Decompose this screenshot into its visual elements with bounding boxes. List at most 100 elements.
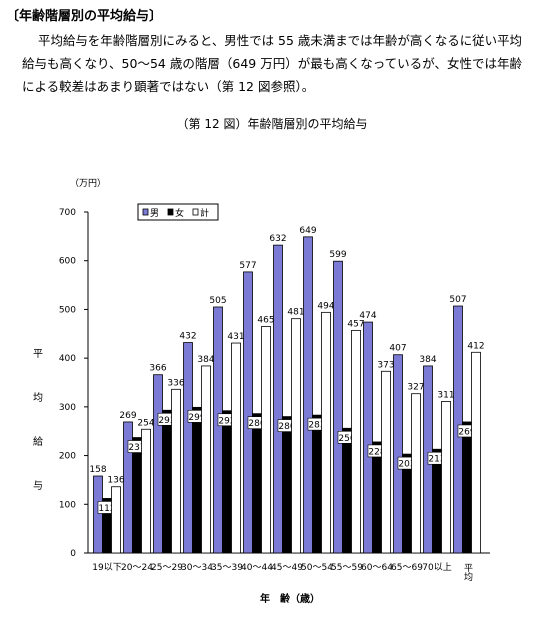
y-tick-label: 0 [70, 549, 76, 559]
value-label: 254 [137, 418, 154, 428]
legend-swatch [167, 208, 174, 216]
value-label: 599 [329, 250, 346, 260]
bar [363, 321, 373, 554]
y-tick-label: 600 [59, 257, 76, 267]
bar [222, 410, 232, 554]
value-label: 505 [209, 296, 226, 306]
bar [432, 448, 442, 554]
bar [111, 486, 121, 554]
value-label: 649 [299, 226, 316, 236]
value-label: 412 [467, 341, 484, 351]
bar [171, 388, 181, 554]
legend-label: 男 [150, 208, 159, 219]
bar [333, 260, 343, 554]
value-label: 269 [119, 411, 136, 421]
bar [411, 393, 421, 554]
x-tick-label: 25～29 [151, 563, 183, 573]
bar [183, 342, 193, 554]
bar [93, 475, 103, 554]
bar [351, 329, 361, 554]
y-tick-label: 400 [59, 354, 76, 364]
bar [312, 414, 322, 554]
bar [243, 271, 253, 554]
value-label: 327 [407, 383, 424, 393]
value-label: 577 [239, 261, 256, 271]
y-tick-label: 300 [59, 403, 76, 413]
value-label: 283 [308, 421, 325, 431]
bar [162, 409, 172, 554]
bar [141, 428, 151, 554]
value-label: 384 [197, 355, 214, 365]
x-tick-label: 19以下 [92, 563, 121, 573]
value-label: 366 [149, 364, 166, 374]
bar [261, 326, 271, 554]
header: 〔年齢階層別の平均給与〕 [6, 8, 162, 24]
bar [252, 413, 262, 554]
x-tick-label: 70以上 [422, 562, 451, 573]
value-label: 292 [218, 416, 235, 426]
value-label: 299 [188, 413, 205, 423]
x-tick-label: 60～64 [361, 563, 393, 573]
bar [381, 370, 391, 554]
bar [321, 311, 331, 554]
value-label: 228 [368, 447, 385, 457]
x-tick-label: 45～49 [271, 563, 303, 573]
value-label: 507 [449, 295, 466, 305]
bar [303, 236, 313, 554]
x-tick-label: 65～69 [391, 563, 423, 573]
value-label: 481 [287, 308, 304, 318]
value-label: 269 [458, 427, 475, 437]
y-axis-label: 平均給与 [31, 348, 43, 524]
chart-title: （第 12 図）年齢階層別の平均給与 [177, 116, 368, 131]
x-tick-label: 20～24 [121, 563, 153, 573]
x-tick-label: 50～54 [301, 563, 333, 573]
value-label: 494 [317, 301, 334, 311]
legend [137, 203, 219, 221]
value-label: 203 [398, 460, 415, 470]
x-tick-label: 平均 [462, 563, 473, 582]
bar [132, 437, 142, 554]
x-tick-label: 30～34 [181, 563, 213, 573]
bar [282, 416, 292, 554]
x-tick-label: 35～39 [211, 563, 243, 573]
legend-swatch [142, 208, 149, 216]
y-tick-label: 200 [59, 452, 76, 462]
value-label: 136 [107, 476, 124, 486]
paragraph-line: 平均給与を年齢階層別にみると、男性では 55 歳未満までは年齢が高くなるに従い平… [38, 33, 522, 48]
value-label: 311 [437, 390, 454, 400]
x-tick-label: 40～44 [241, 563, 273, 573]
bar [393, 354, 403, 554]
value-label: 465 [257, 315, 274, 325]
bar [471, 351, 481, 554]
bar [201, 365, 211, 554]
x-tick-label: 55～59 [331, 563, 363, 573]
bar [441, 401, 451, 554]
legend-swatch [192, 208, 199, 216]
bar [213, 306, 223, 554]
value-label: 432 [179, 332, 196, 342]
legend-label: 女 [175, 207, 184, 219]
bar [372, 441, 382, 554]
value-label: 407 [389, 344, 406, 354]
value-label: 213 [428, 455, 445, 465]
bar [192, 406, 202, 554]
value-label: 293 [158, 416, 175, 426]
value-label: 158 [89, 465, 106, 475]
value-label: 237 [128, 443, 145, 453]
bar [231, 342, 241, 554]
paragraph-line: による較差はあまり顕著ではない（第 12 図参照）。 [22, 79, 314, 94]
value-label: 373 [377, 360, 394, 370]
value-label: 457 [347, 319, 364, 329]
bar [153, 374, 163, 554]
value-label: 112 [98, 504, 115, 514]
bar [342, 427, 352, 554]
bar [291, 318, 301, 554]
paragraph-line: 給与も高くなり、50～54 歳の階層（649 万円）が最も高くなっているが、女性… [22, 56, 522, 71]
value-label: 280 [278, 422, 295, 432]
y-tick-label: 500 [59, 305, 76, 315]
bar [462, 421, 472, 554]
value-label: 632 [269, 234, 286, 244]
value-label: 474 [359, 311, 376, 321]
